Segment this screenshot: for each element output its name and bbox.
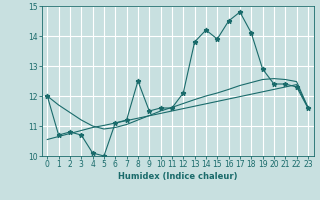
X-axis label: Humidex (Indice chaleur): Humidex (Indice chaleur): [118, 172, 237, 181]
